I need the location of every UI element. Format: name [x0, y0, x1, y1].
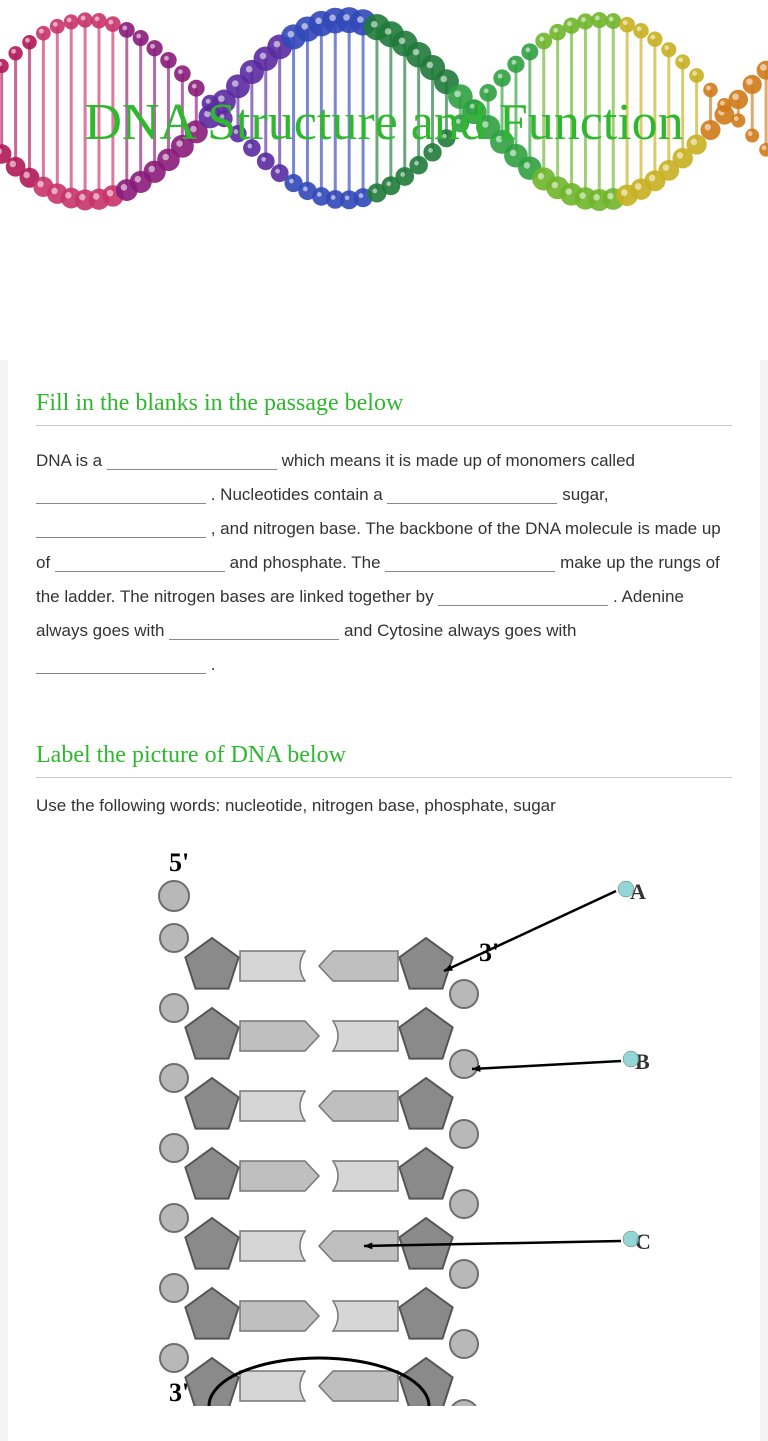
section1-heading: Fill in the blanks in the passage below [36, 390, 732, 426]
passage-text: . [211, 655, 216, 674]
dna-helix-background [0, 0, 768, 360]
section2-instruction: Use the following words: nucleotide, nit… [36, 796, 732, 816]
passage-text: and phosphate. The [230, 553, 381, 572]
passage-text: sugar, [562, 485, 608, 504]
blank-input-2[interactable] [36, 503, 206, 504]
passage-text: which means it is made up of monomers ca… [282, 451, 635, 470]
fill-blank-passage: DNA is a which means it is made up of mo… [36, 444, 732, 682]
blank-input-8[interactable] [169, 639, 339, 640]
blank-input-7[interactable] [438, 605, 608, 606]
passage-text: . Nucleotides contain a [211, 485, 383, 504]
diagram-marker-C[interactable] [623, 1231, 639, 1247]
page-title: DNA Structure and Function [0, 90, 768, 155]
blank-input-3[interactable] [387, 503, 557, 504]
blank-input-1[interactable] [107, 469, 277, 470]
blank-input-6[interactable] [385, 571, 555, 572]
passage-text: DNA is a [36, 451, 102, 470]
worksheet-header: DNA Structure and Function [0, 0, 768, 360]
diagram-marker-B[interactable] [623, 1051, 639, 1067]
dna-diagram: 5' 3' 3' ABC [36, 846, 732, 1411]
blank-input-5[interactable] [55, 571, 225, 572]
diagram-marker-A[interactable] [618, 881, 634, 897]
blank-input-9[interactable] [36, 673, 206, 674]
five-prime-label: 5' [169, 848, 189, 877]
section2-heading: Label the picture of DNA below [36, 742, 732, 778]
passage-text: and Cytosine always goes with [344, 621, 576, 640]
worksheet-body: Fill in the blanks in the passage below … [8, 360, 760, 1441]
blank-input-4[interactable] [36, 537, 206, 538]
